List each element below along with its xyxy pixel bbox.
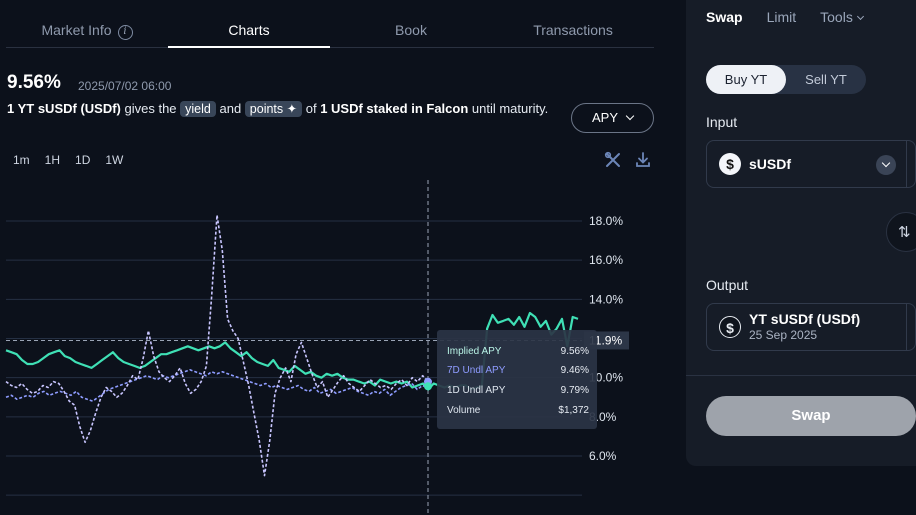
desc-token: 1 YT sUSDf (USDf) [7, 101, 121, 116]
download-icon[interactable] [634, 151, 652, 169]
tooltip-value: 9.56% [560, 346, 589, 357]
time-range-selector: 1m 1H 1D 1W [13, 153, 123, 167]
desc-text-3: of [302, 101, 321, 116]
sell-yt-button[interactable]: Sell YT [805, 72, 847, 87]
tab-transactions[interactable]: Transactions [492, 14, 654, 47]
output-label: Output [706, 277, 749, 293]
input-token-name: sUSDf [749, 156, 792, 172]
tooltip-row-1d: 1D Undl APY 9.79% [447, 385, 589, 396]
swap-direction-button[interactable]: ⇅ [886, 212, 916, 252]
tooltip-value: 9.46% [560, 365, 589, 376]
tab-swap[interactable]: Swap [706, 9, 743, 25]
panel-divider [686, 375, 916, 376]
output-token-name: YT sUSDf (USDf) [749, 311, 861, 327]
tab-transactions-label: Transactions [533, 22, 613, 38]
info-icon[interactable]: i [117, 25, 133, 40]
points-pill: points ✦ [244, 101, 303, 117]
chart-panel: Market Info i Charts Book Transactions 9.… [5, 14, 654, 515]
desc-text-4: until maturity. [468, 101, 549, 116]
apy-select-label: APY [591, 110, 618, 125]
dollar-coin-icon: $ [719, 153, 741, 175]
buy-yt-button[interactable]: Buy YT [706, 65, 786, 94]
tab-charts-label: Charts [228, 22, 270, 38]
tooltip-label: 7D Undl APY [447, 365, 506, 376]
y-tick-label: 16.0% [589, 253, 623, 267]
headline-value: 9.56% [7, 72, 61, 93]
dollar-coin-icon: $ [719, 316, 741, 338]
tooltip-row-7d: 7D Undl APY 9.46% [447, 365, 589, 376]
market-tabs: Market Info i Charts Book Transactions [6, 14, 654, 48]
chart-tools [604, 151, 652, 169]
tooltip-value: $1,372 [558, 405, 589, 416]
wrench-screwdriver-icon[interactable] [604, 151, 622, 169]
trade-panel: Swap Limit Tools Buy YT Sell YT Input $ … [686, 0, 916, 466]
crosshair-label: 11.9% [589, 333, 622, 347]
tab-book[interactable]: Book [330, 14, 492, 47]
input-label: Input [706, 114, 738, 130]
y-tick-label: 6.0% [589, 449, 617, 463]
input-token-field[interactable]: $ sUSDf [706, 140, 916, 188]
tooltip-row-volume: Volume $1,372 [447, 405, 589, 416]
tab-market-info[interactable]: Market Info i [6, 14, 168, 47]
field-divider [906, 141, 907, 187]
series-line-1d-undl-apy [5, 214, 429, 477]
tooltip-label: Volume [447, 405, 481, 416]
y-tick-label: 18.0% [589, 214, 623, 228]
output-token-field[interactable]: $ YT sUSDf (USDf) 25 Sep 2025 [706, 303, 916, 351]
tab-tools[interactable]: Tools [820, 9, 864, 25]
desc-text-2: and [215, 101, 245, 116]
tooltip-label: 1D Undl APY [447, 385, 506, 396]
tab-tools-label: Tools [820, 9, 853, 25]
tooltip-value: 9.79% [560, 385, 589, 396]
market-description: 1 YT sUSDf (USDf) gives the yield and po… [7, 100, 567, 117]
range-1m[interactable]: 1m [13, 153, 30, 167]
apy-select-button[interactable]: APY [571, 103, 654, 133]
chevron-down-icon[interactable] [876, 155, 896, 175]
yield-pill: yield [180, 101, 216, 117]
tab-market-info-label: Market Info [41, 22, 112, 38]
range-1w[interactable]: 1W [105, 153, 124, 167]
headline-timestamp: 2025/07/02 06:00 [78, 79, 172, 93]
tooltip-row-implied: Implied APY 9.56% [447, 346, 589, 357]
range-1h[interactable]: 1H [44, 153, 61, 167]
field-divider [906, 304, 907, 350]
output-maturity-date: 25 Sep 2025 [749, 328, 818, 342]
swap-button[interactable]: Swap [706, 396, 916, 436]
desc-underlying: 1 USDf staked in Falcon [320, 101, 469, 116]
swap-arrows-icon: ⇅ [898, 224, 911, 241]
marker-implied-dot [424, 382, 432, 391]
series-line-7d-undl-apy [5, 369, 429, 402]
buy-sell-toggle: Buy YT Sell YT [706, 65, 866, 94]
range-1d[interactable]: 1D [75, 153, 91, 167]
chevron-down-icon [856, 12, 864, 21]
chart-tooltip: Implied APY 9.56% 7D Undl APY 9.46% 1D U… [437, 330, 597, 429]
chevron-down-icon [625, 111, 635, 121]
tab-book-label: Book [395, 22, 427, 38]
tab-limit[interactable]: Limit [766, 9, 797, 25]
trade-tabs: Swap Limit Tools [706, 9, 864, 25]
desc-text-1: gives the [120, 101, 181, 116]
tab-charts[interactable]: Charts [168, 14, 330, 48]
y-tick-label: 10.0% [589, 371, 623, 385]
tooltip-label: Implied APY [447, 346, 502, 357]
y-tick-label: 14.0% [589, 292, 623, 306]
